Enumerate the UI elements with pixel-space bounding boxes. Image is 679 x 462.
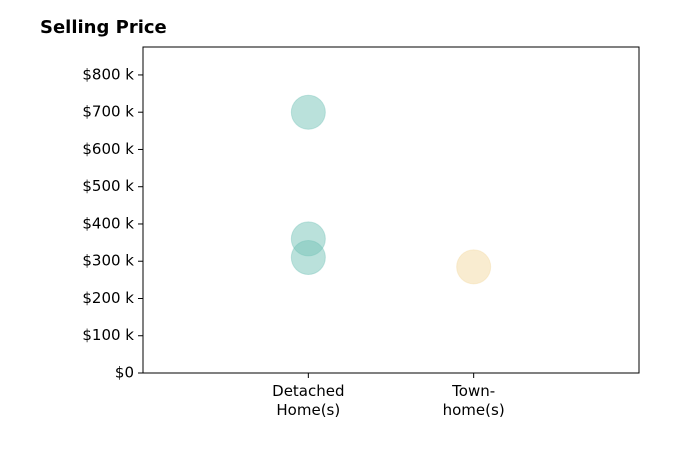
y-tick-label: $0 xyxy=(115,364,134,382)
y-tick-label: $400 k xyxy=(82,214,134,232)
y-tick-label: $500 k xyxy=(82,177,134,195)
point xyxy=(290,240,326,276)
y-tick-label: $300 k xyxy=(82,252,134,270)
y-tick-label: $700 k xyxy=(82,103,134,121)
chart-title: Selling Price xyxy=(40,17,167,38)
y-tick-label: $100 k xyxy=(82,326,134,344)
point xyxy=(456,249,492,285)
y-tick-label: $800 k xyxy=(82,65,134,83)
point xyxy=(290,94,326,130)
y-tick-label: $200 k xyxy=(82,289,134,307)
y-tick-label: $600 k xyxy=(82,140,134,158)
x-tick-label: Detached Home(s) xyxy=(272,382,345,419)
x-tick-label: Town- home(s) xyxy=(442,382,505,419)
plot-frame xyxy=(142,46,640,374)
